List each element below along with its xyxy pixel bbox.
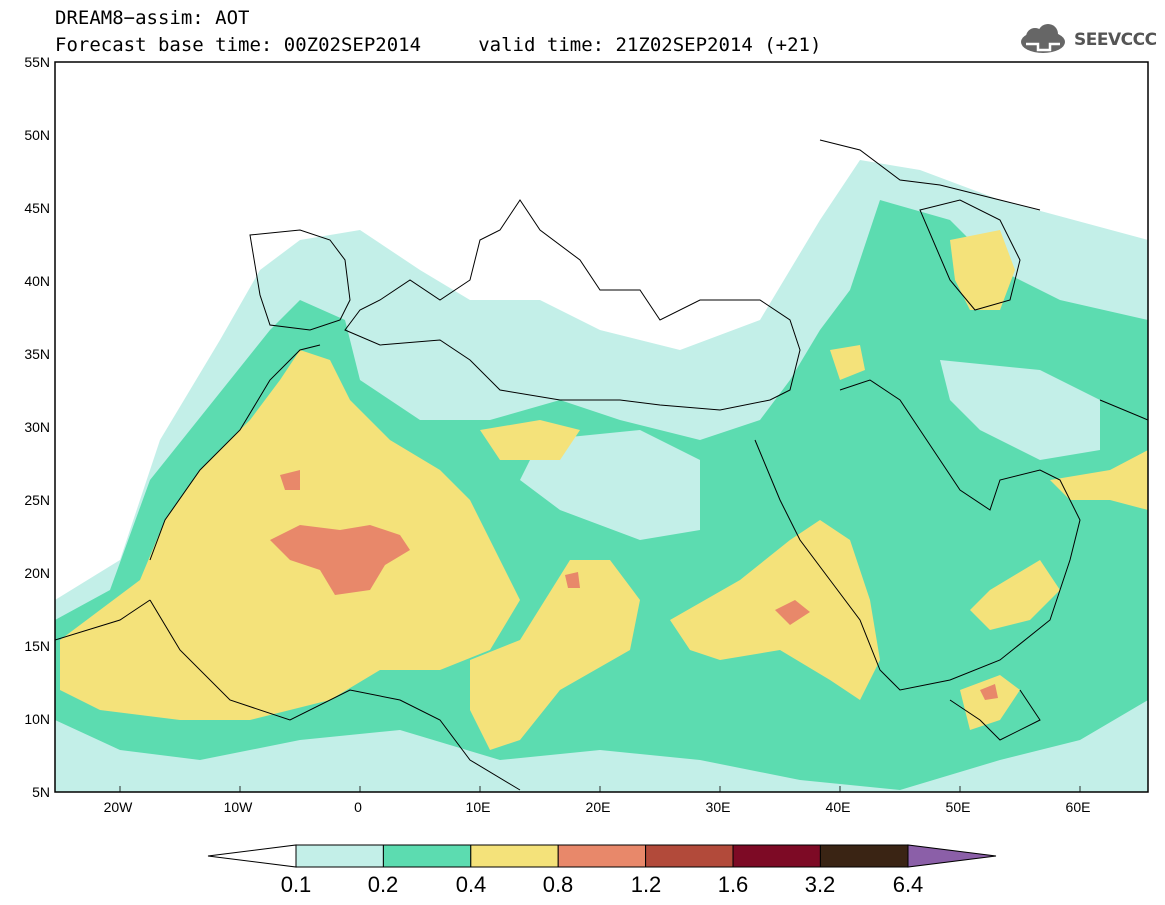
map-title: DREAM8−assim: AOT xyxy=(55,7,250,29)
aot-field xyxy=(55,160,1148,792)
lon-label: 60E xyxy=(1066,799,1091,815)
lon-label: 10W xyxy=(224,799,254,815)
lon-label: 50E xyxy=(946,799,971,815)
colorbar-segment xyxy=(295,844,384,868)
cloud-logo-icon xyxy=(1021,24,1065,53)
colorbar-over-arrow xyxy=(907,844,997,868)
lon-label: 40E xyxy=(826,799,851,815)
lon-label: 20E xyxy=(586,799,611,815)
forecast-time-line: Forecast base time: 00Z02SEP2014 valid t… xyxy=(55,34,822,56)
lat-label: 20N xyxy=(24,565,50,581)
map-frame xyxy=(54,61,1149,793)
lon-label: 20W xyxy=(104,799,134,815)
lat-labels: 55N 50N 45N 40N 35N 30N 25N 20N 15N 10N … xyxy=(24,54,50,800)
colorbar-segment xyxy=(557,844,647,868)
lat-label: 40N xyxy=(24,273,50,289)
lat-label: 5N xyxy=(32,784,50,800)
colorbar: 0.1 0.2 0.4 0.8 1.2 1.6 3.2 6.4 xyxy=(207,844,997,897)
colorbar-segment xyxy=(732,844,821,868)
lat-label: 25N xyxy=(24,492,50,508)
lon-label: 10E xyxy=(466,799,491,815)
lon-labels: 20W 10W 0 10E 20E 30E 40E 50E 60E xyxy=(104,799,1091,815)
lon-label: 30E xyxy=(706,799,731,815)
lat-label: 45N xyxy=(24,200,50,216)
colorbar-label: 1.2 xyxy=(631,872,662,897)
colorbar-label: 0.1 xyxy=(281,872,312,897)
colorbar-segment xyxy=(382,844,472,868)
colorbar-under-arrow xyxy=(207,844,297,868)
lat-label: 10N xyxy=(24,711,50,727)
colorbar-label: 6.4 xyxy=(893,872,924,897)
logo-text: SEEVCCC xyxy=(1074,30,1157,50)
colorbar-segment xyxy=(819,844,909,868)
lat-label: 50N xyxy=(24,127,50,143)
colorbar-segment xyxy=(645,844,734,868)
lat-label: 15N xyxy=(24,638,50,654)
lon-label: 0 xyxy=(354,799,362,815)
coastlines xyxy=(55,139,1148,791)
colorbar-label: 1.6 xyxy=(718,872,749,897)
colorbar-label: 0.4 xyxy=(456,872,487,897)
lat-label: 30N xyxy=(24,419,50,435)
colorbar-label: 3.2 xyxy=(805,872,836,897)
graticule-ticks xyxy=(119,786,1081,792)
colorbar-label: 0.2 xyxy=(368,872,399,897)
colorbar-label: 0.8 xyxy=(543,872,574,897)
seevccc-logo: SEEVCCC xyxy=(1018,24,1157,56)
lat-label: 55N xyxy=(24,54,50,70)
colorbar-segment xyxy=(470,844,559,868)
lat-label: 35N xyxy=(24,346,50,362)
